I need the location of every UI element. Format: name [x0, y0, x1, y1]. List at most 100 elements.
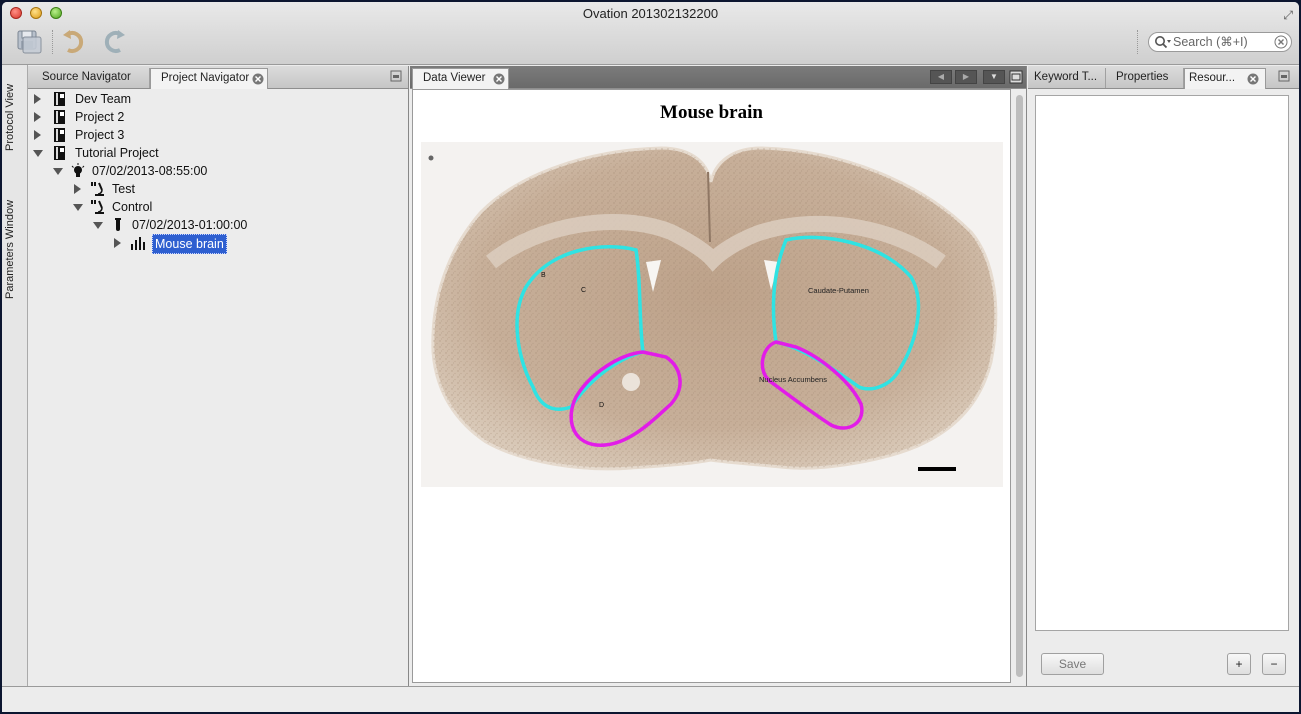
scale-bar — [918, 467, 956, 471]
tree-item-mouse-brain[interactable]: Mouse brain — [112, 234, 312, 254]
brain-section-image: B C D Caudate-Putamen Nucleus Accumbens — [421, 142, 1003, 487]
minimize-panel-icon[interactable] — [390, 70, 402, 82]
tab-label: Resour... — [1189, 72, 1236, 84]
add-resource-button[interactable]: + — [1227, 653, 1251, 675]
tree-item-dev-team[interactable]: Dev Team — [32, 90, 232, 108]
tab-resources[interactable]: Resour... — [1184, 68, 1266, 89]
collapse-arrow-icon[interactable] — [53, 168, 63, 175]
microscope-icon — [91, 200, 104, 214]
scrollbar-thumb[interactable] — [1016, 95, 1023, 677]
navigator-panel: Source Navigator Project Navigator — [28, 66, 409, 686]
status-bar — [2, 686, 1299, 712]
tree-item-project-2[interactable]: Project 2 — [32, 108, 232, 126]
maximize-panel-icon[interactable] — [1009, 70, 1023, 84]
window-zoom-button[interactable] — [50, 7, 62, 19]
close-tab-icon[interactable] — [493, 73, 505, 85]
tree-item-test[interactable]: Test — [72, 180, 272, 198]
tree-item-project-3[interactable]: Project 3 — [32, 126, 232, 144]
project-book-icon — [54, 92, 65, 106]
scroll-tabs-left-icon[interactable]: ◀ — [930, 70, 952, 84]
tab-properties[interactable]: Properties — [1106, 68, 1184, 88]
left-ventricle — [646, 260, 661, 292]
save-button[interactable]: Save — [1041, 653, 1104, 675]
tab-label: Source Navigator — [42, 71, 131, 83]
tree-item-experiment[interactable]: 07/02/2013-08:55:00 — [52, 162, 292, 180]
tab-label: Data Viewer — [423, 72, 486, 84]
collapse-arrow-icon[interactable] — [33, 150, 43, 157]
tree-item-label: 07/02/2013-08:55:00 — [92, 164, 208, 178]
tab-source-navigator[interactable]: Source Navigator — [32, 68, 150, 88]
tab-keyword-tags[interactable]: Keyword T... — [1028, 68, 1106, 88]
side-tab-strip: Protocol View Parameters Window — [2, 65, 28, 686]
scroll-tabs-right-icon[interactable]: ▶ — [955, 70, 977, 84]
right-ventricle — [764, 260, 779, 290]
search-icon — [1155, 36, 1171, 49]
clear-search-icon[interactable] — [1274, 35, 1288, 49]
debris-spot — [428, 155, 434, 161]
undo-button[interactable] — [60, 28, 88, 56]
tab-list-dropdown-icon[interactable]: ▼ — [983, 70, 1005, 84]
tree-item-label: Project 3 — [75, 128, 125, 142]
label-b: B — [541, 272, 546, 279]
remove-resource-button[interactable]: − — [1262, 653, 1286, 675]
left-caudate-putamen-outline — [515, 245, 645, 411]
tab-label: Keyword T... — [1034, 71, 1098, 83]
expand-arrow-icon[interactable] — [34, 94, 41, 104]
project-tree[interactable]: Dev Team Project 2 Project 3 — [28, 89, 408, 686]
expand-arrow-icon[interactable] — [34, 130, 41, 140]
tab-label: Project Navigator — [161, 72, 250, 84]
project-book-icon — [54, 110, 65, 124]
project-book-icon — [54, 146, 65, 160]
viewer-tab-bar: Data Viewer ◀ ▶ ▼ — [410, 66, 1026, 89]
search-box[interactable] — [1148, 32, 1292, 52]
save-all-button[interactable] — [14, 28, 42, 56]
toolbar-separator — [52, 30, 53, 54]
minimize-panel-icon[interactable] — [1278, 70, 1290, 82]
tree-item-label: Project 2 — [75, 110, 125, 124]
tab-project-navigator[interactable]: Project Navigator — [150, 68, 268, 89]
label-d: D — [599, 402, 604, 409]
experiment-bulb-icon — [71, 163, 85, 177]
test-tube-icon — [115, 218, 121, 231]
undo-icon — [63, 30, 84, 53]
window-title: Ovation 201302132200 — [582, 6, 719, 21]
tree-item-control[interactable]: Control — [72, 198, 272, 216]
nucleus-accumbens-label: Nucleus Accumbens — [759, 375, 827, 384]
search-input[interactable] — [1173, 34, 1269, 50]
tree-item-tutorial-project[interactable]: Tutorial Project — [32, 144, 252, 162]
microscope-icon — [91, 182, 104, 196]
project-book-icon — [54, 128, 65, 142]
redo-button[interactable] — [100, 28, 128, 56]
right-tab-bar: Keyword T... Properties Resour... — [1028, 66, 1299, 89]
expand-arrow-icon[interactable] — [74, 184, 81, 194]
viewer-scrollbar[interactable] — [1013, 89, 1025, 683]
tab-data-viewer[interactable]: Data Viewer — [412, 68, 509, 89]
right-nucleus-accumbens-outline — [760, 340, 864, 430]
close-tab-icon[interactable] — [252, 73, 264, 85]
expand-arrow-icon[interactable] — [34, 112, 41, 122]
tree-item-epoch[interactable]: 07/02/2013-01:00:00 — [92, 216, 332, 234]
tree-item-label: Tutorial Project — [75, 146, 159, 160]
save-icon — [17, 30, 42, 54]
collapse-arrow-icon[interactable] — [93, 222, 103, 229]
window-close-button[interactable] — [10, 7, 22, 19]
collapse-arrow-icon[interactable] — [73, 204, 83, 211]
label-c: C — [581, 287, 586, 294]
tab-protocol-view[interactable]: Protocol View — [4, 83, 16, 151]
figure-title: Mouse brain — [660, 102, 763, 123]
window-minimize-button[interactable] — [30, 7, 42, 19]
fullscreen-icon[interactable]: ⤢ — [1283, 8, 1293, 22]
tree-item-label: Control — [112, 200, 153, 214]
expand-arrow-icon[interactable] — [114, 238, 121, 248]
caudate-putamen-label: Caudate-Putamen — [808, 286, 869, 295]
left-nucleus-accumbens-outline — [569, 350, 682, 447]
tab-label: Properties — [1116, 71, 1169, 83]
right-caudate-putamen-outline — [771, 235, 921, 391]
resources-text-area[interactable] — [1035, 95, 1289, 631]
tab-parameters-window[interactable]: Parameters Window — [4, 199, 16, 299]
data-viewer-panel: Data Viewer ◀ ▶ ▼ Mouse brain — [410, 66, 1027, 686]
close-tab-icon[interactable] — [1247, 73, 1259, 85]
navigator-tab-bar: Source Navigator Project Navigator — [28, 66, 408, 89]
figure-canvas: Mouse brain — [412, 89, 1011, 683]
